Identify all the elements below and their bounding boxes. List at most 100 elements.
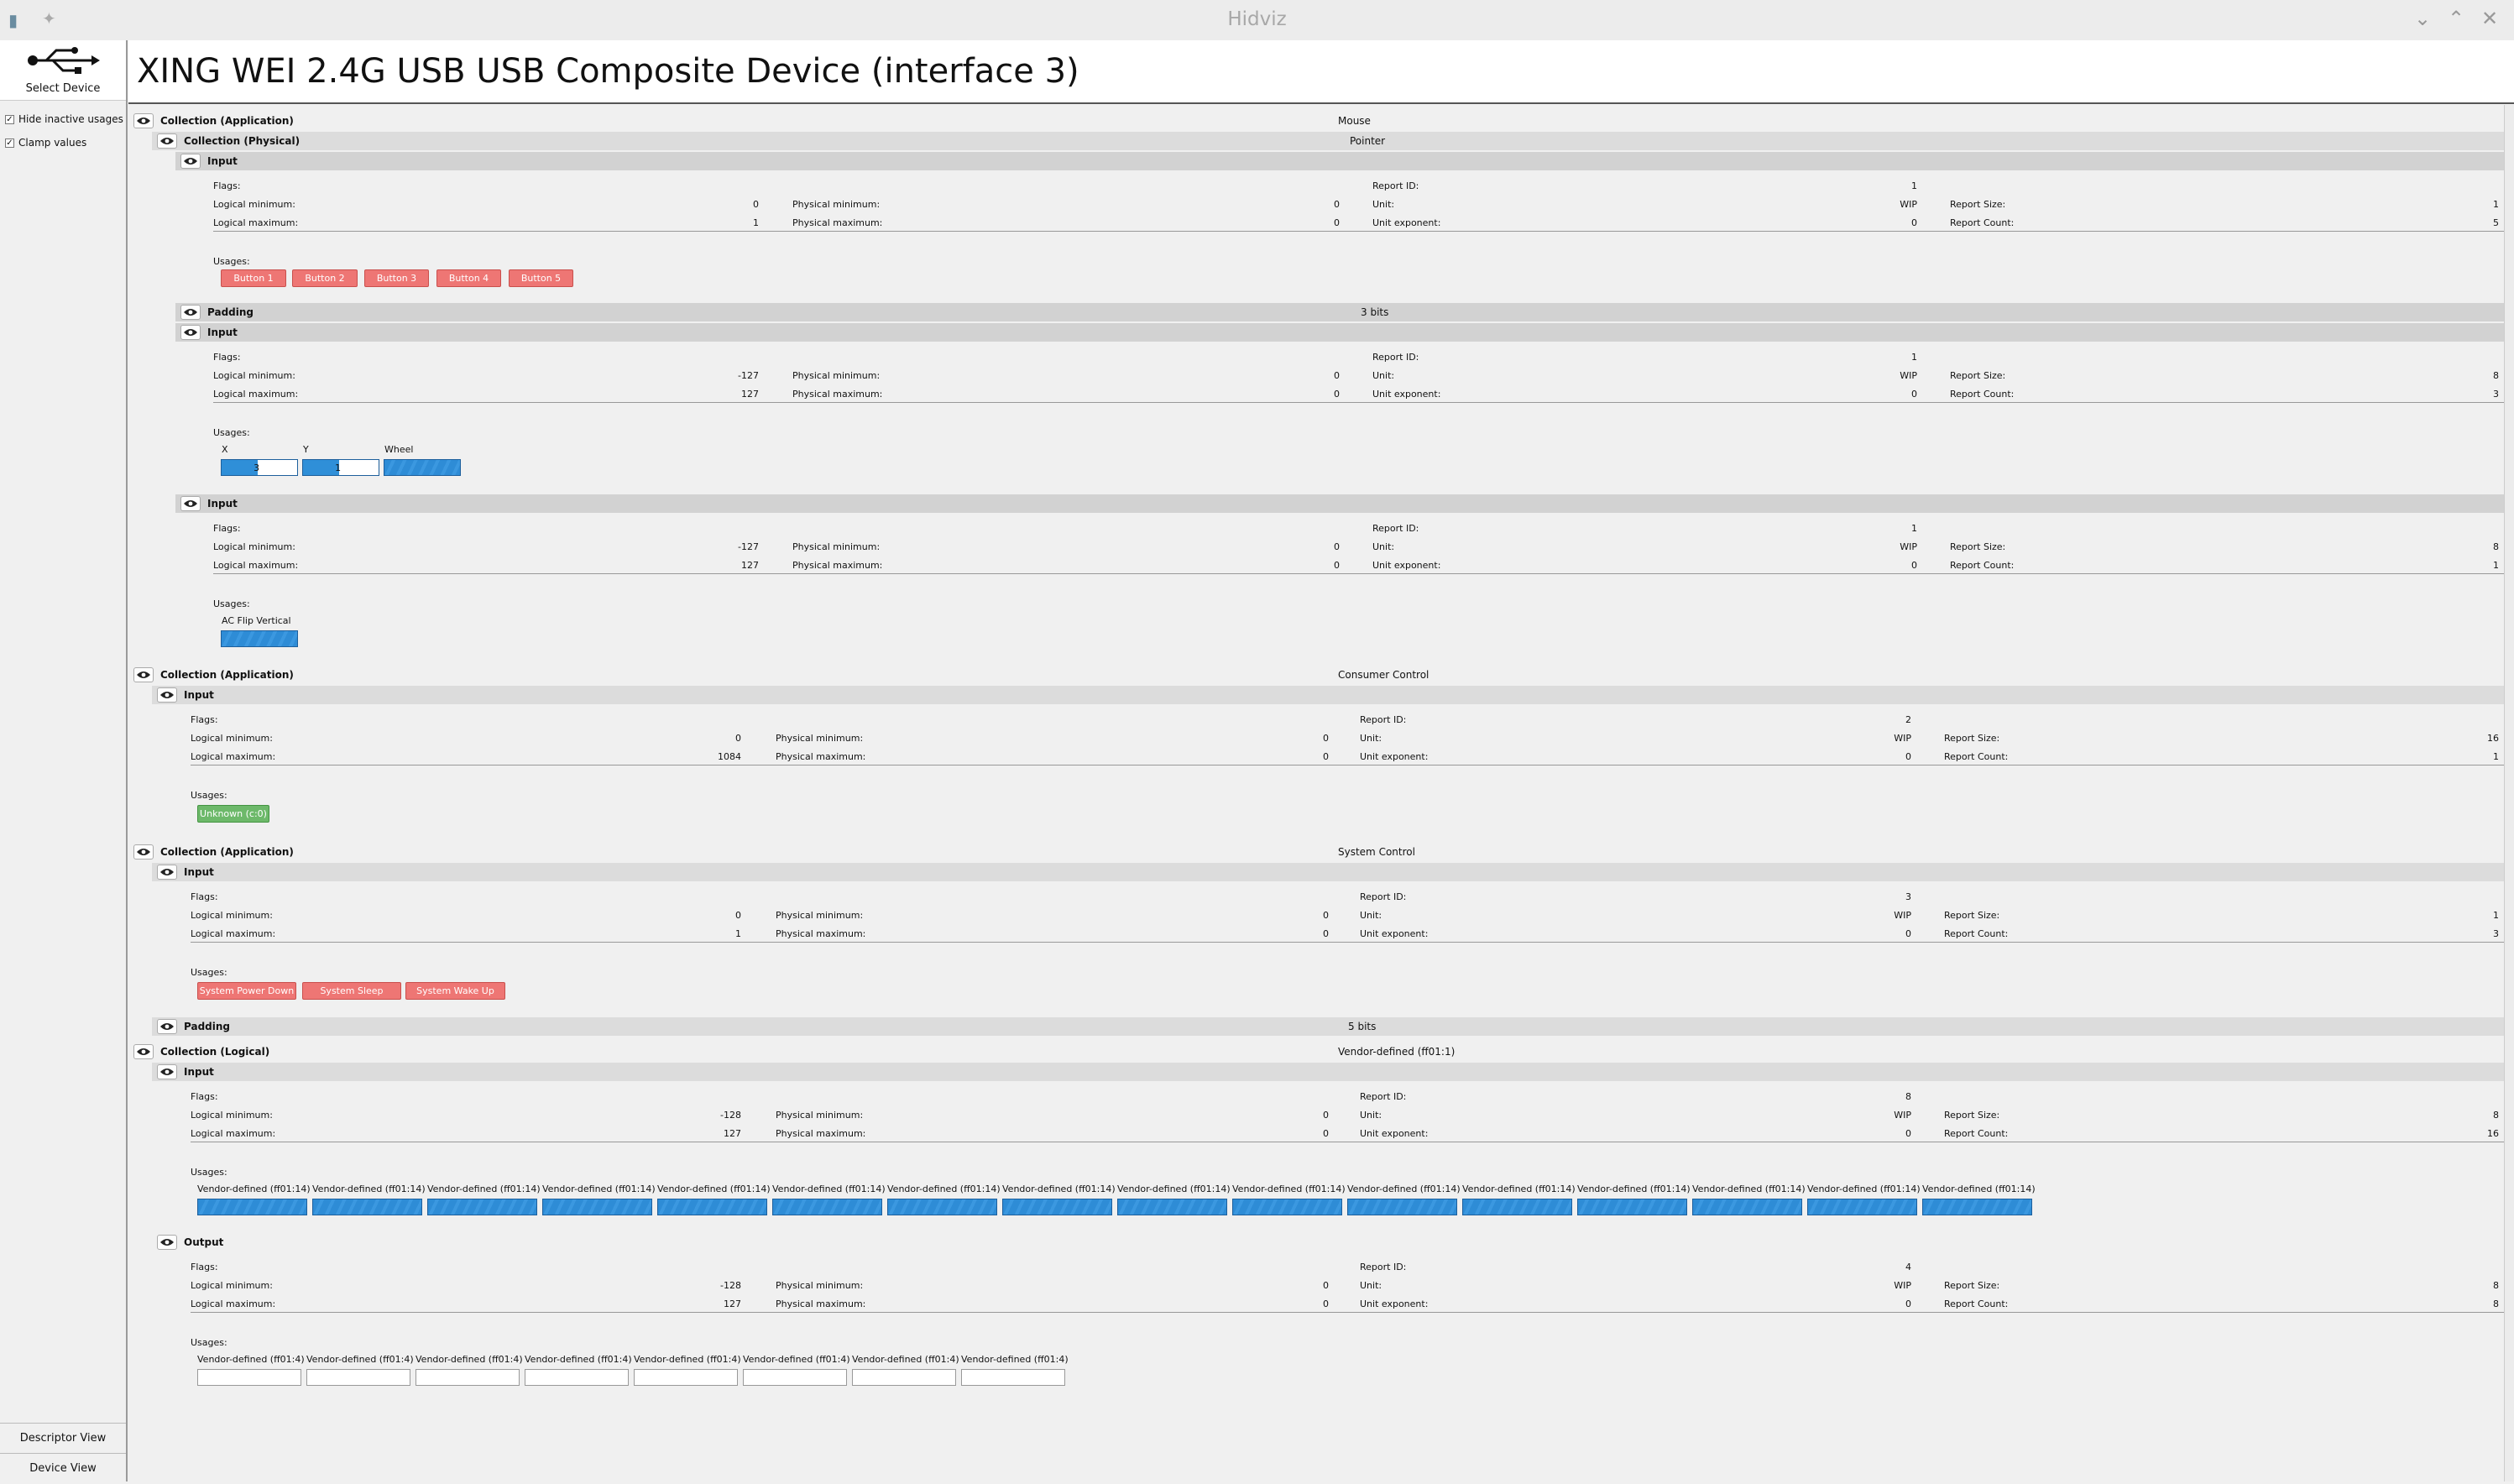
collection-header: Collection (Logical) Vendor-defined (ff01… [128,1042,2504,1061]
usage-label: Vendor-defined (ff01:14) [427,1184,541,1194]
visibility-eye-icon[interactable] [157,1235,177,1250]
unit-label: Unit: [1360,910,1382,921]
usage-label: Vendor-defined (ff01:4) [743,1354,850,1365]
visibility-eye-icon[interactable] [180,325,201,340]
collection-header: Collection (Application) System Control [128,843,2504,861]
output-value-field[interactable] [525,1369,629,1386]
logical-max-value: 1084 [718,751,741,762]
usage-value-bar [1807,1199,1917,1215]
report-count-label: Report Count: [1950,389,2015,400]
usages-label: Usages: [213,598,250,609]
hide-inactive-checkbox[interactable]: ✓ Hide inactive usages [5,113,123,125]
visibility-eye-icon[interactable] [180,154,201,169]
usage-value-bar [197,1199,307,1215]
report-count-label: Report Count: [1944,928,2009,939]
logical-max-label: Logical maximum: [191,1298,276,1309]
visibility-eye-icon[interactable] [157,133,177,149]
visibility-eye-icon[interactable] [133,1044,154,1059]
visibility-eye-icon[interactable] [157,865,177,880]
usage-button[interactable]: Button 2 [292,269,358,287]
usb-icon [28,47,100,74]
unit-value: WIP [1900,370,1917,381]
unit-exponent-value: 0 [1905,1298,1911,1309]
usage-label: Vendor-defined (ff01:14) [1807,1184,1921,1194]
usage-value-bar [1002,1199,1112,1215]
unit-exponent-value: 0 [1905,1128,1911,1139]
output-value-field[interactable] [416,1369,520,1386]
logical-min-value: -127 [738,541,759,552]
unit-value: WIP [1894,1110,1911,1121]
report-count-value: 1 [2493,560,2499,571]
report-count-label: Report Count: [1950,217,2015,228]
logical-min-value: -128 [720,1110,741,1121]
usage-button[interactable]: Button 5 [509,269,573,287]
visibility-eye-icon[interactable] [157,1064,177,1079]
usage-label: Y [303,444,309,455]
logical-max-label: Logical maximum: [191,751,276,762]
visibility-eye-icon[interactable] [133,113,154,128]
divider [191,942,2504,943]
section-title: Collection (Application) [160,669,294,681]
physical-max-label: Physical maximum: [776,1298,866,1309]
logical-min-label: Logical minimum: [191,1280,273,1291]
usage-label: Vendor-defined (ff01:14) [312,1184,426,1194]
select-device-button[interactable]: Select Device [0,40,126,101]
usage-value-bar [1232,1199,1342,1215]
item-header: Output [152,1233,2504,1251]
usage-button[interactable]: Button 1 [221,269,286,287]
usage-label: Vendor-defined (ff01:14) [1692,1184,1806,1194]
divider [191,765,2504,766]
usages-label: Usages: [191,790,227,801]
visibility-eye-icon[interactable] [157,687,177,703]
physical-min-label: Physical minimum: [776,1280,864,1291]
section-title: Collection (Application) [160,115,294,127]
output-value-field[interactable] [634,1369,738,1386]
physical-max-label: Physical maximum: [776,928,866,939]
usage-button[interactable]: System Wake Up [405,982,505,1000]
vertical-scrollbar[interactable] [2504,105,2514,1481]
unit-label: Unit: [1372,541,1395,552]
output-value-field[interactable] [197,1369,301,1386]
usage-value-bar: 1 [302,459,379,476]
visibility-eye-icon[interactable] [180,496,201,511]
section-title: Collection (Physical) [184,135,301,147]
descriptor-view-button[interactable]: Descriptor View [0,1423,126,1453]
usage-button[interactable]: Button 3 [364,269,429,287]
report-id-label: Report ID: [1372,352,1419,363]
section-title: Input [184,866,214,878]
usage-value-bar [657,1199,767,1215]
usage-button[interactable]: Button 4 [436,269,501,287]
output-value-field[interactable] [852,1369,956,1386]
pin-icon[interactable]: ✦ [42,8,56,29]
usage-button[interactable]: System Sleep [302,982,401,1000]
usage-label: Wheel [384,444,414,455]
device-view-button[interactable]: Device View [0,1453,126,1483]
usages-label: Usages: [191,967,227,978]
usage-value-bar [1117,1199,1227,1215]
usages-label: Usages: [191,1337,227,1348]
usage-value-bar [1692,1199,1802,1215]
logical-max-label: Logical maximum: [213,389,299,400]
visibility-eye-icon[interactable] [180,305,201,320]
usage-label: Vendor-defined (ff01:14) [1002,1184,1116,1194]
usage-value-bar [542,1199,652,1215]
usage-button[interactable]: System Power Down [197,982,296,1000]
minimize-icon[interactable]: ⌄ [2414,7,2432,30]
output-value-field[interactable] [961,1369,1065,1386]
section-value: 3 bits [1361,306,1389,318]
visibility-eye-icon[interactable] [133,667,154,682]
visibility-eye-icon[interactable] [157,1019,177,1034]
output-value-field[interactable] [743,1369,847,1386]
item-header: Input [175,323,2504,342]
usage-label: Vendor-defined (ff01:4) [197,1354,305,1365]
close-icon[interactable]: ✕ [2481,7,2499,30]
logical-max-label: Logical maximum: [191,928,276,939]
usage-button[interactable]: Unknown (c:0) [197,805,269,823]
window-title: Hidviz [1227,8,1287,30]
usage-value-bar [1577,1199,1687,1215]
output-value-field[interactable] [306,1369,410,1386]
section-title: Input [207,155,238,167]
visibility-eye-icon[interactable] [133,844,154,860]
clamp-values-checkbox[interactable]: ✓ Clamp values [5,137,87,149]
maximize-icon[interactable]: ⌃ [2448,7,2465,30]
